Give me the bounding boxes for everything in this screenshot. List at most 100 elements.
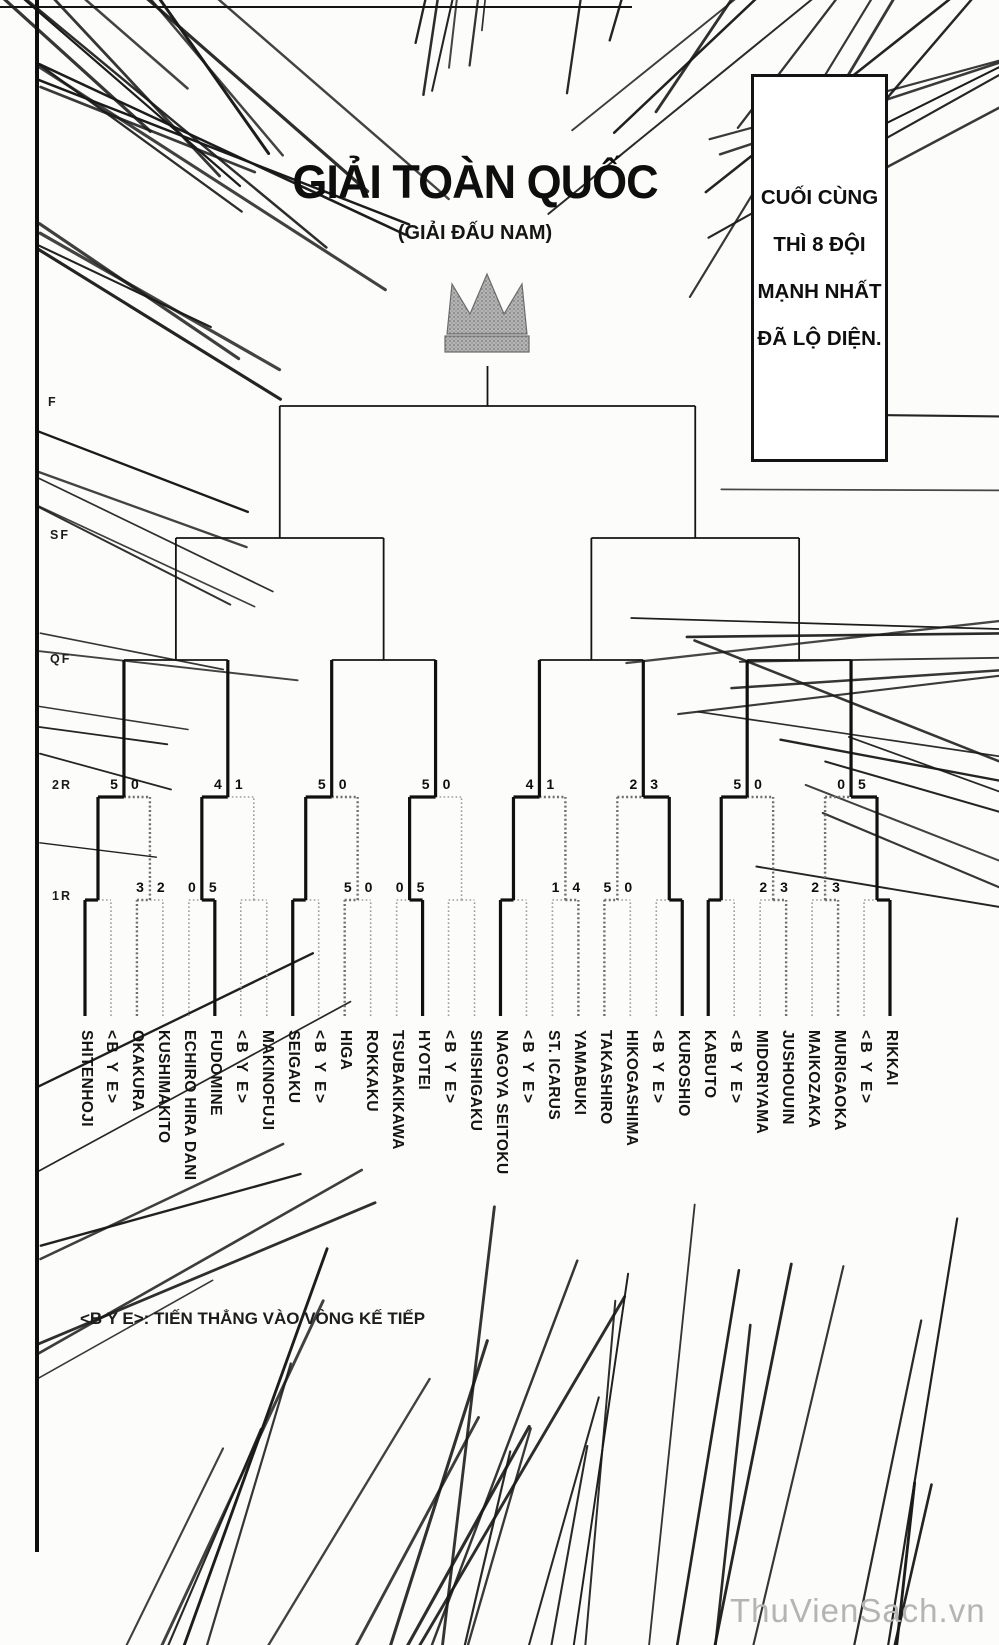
score-label: 0 bbox=[624, 879, 632, 895]
speed-line bbox=[608, 0, 623, 42]
speed-line bbox=[39, 632, 225, 671]
speed-line bbox=[167, 1427, 263, 1645]
score-label: 1 bbox=[546, 776, 554, 792]
score-label: 5 bbox=[110, 776, 118, 792]
team-label: JUSHOUUIN bbox=[778, 1030, 796, 1125]
score-label: 4 bbox=[214, 776, 222, 792]
round-label-final: F bbox=[48, 395, 58, 409]
team-label: KUSHIMAKITO bbox=[155, 1030, 173, 1144]
speed-line bbox=[466, 1427, 532, 1645]
score-label: 2 bbox=[811, 879, 819, 895]
speed-line bbox=[36, 64, 387, 292]
tournament-title: GIẢI TOÀN QUỐC bbox=[292, 154, 658, 209]
speed-line bbox=[547, 0, 813, 215]
speed-line bbox=[38, 1000, 352, 1172]
speed-line bbox=[571, 0, 736, 132]
score-label: 0 bbox=[754, 776, 762, 792]
team-label-bye: <B Y E> bbox=[441, 1030, 459, 1106]
narration-line: CUỐI CÙNG bbox=[760, 185, 879, 209]
team-label: MURIGAOKA bbox=[830, 1030, 848, 1131]
score-label: 5 bbox=[209, 879, 217, 895]
speed-line bbox=[36, 476, 274, 593]
speed-line bbox=[35, 1168, 364, 1356]
speed-line bbox=[755, 865, 999, 908]
speed-line bbox=[146, 0, 370, 194]
score-label: 0 bbox=[443, 776, 451, 792]
speed-line bbox=[38, 726, 169, 746]
team-label: MIDORIYAMA bbox=[752, 1030, 770, 1135]
speed-line bbox=[887, 1217, 959, 1645]
speed-line bbox=[713, 1262, 793, 1645]
speed-line bbox=[779, 738, 999, 782]
team-label: TAKASHIRO bbox=[596, 1030, 614, 1125]
watermark: ThuVienSach.vn bbox=[730, 1592, 986, 1629]
crown-icon bbox=[444, 272, 530, 353]
score-label: 5 bbox=[318, 776, 326, 792]
team-label: RIKKAI bbox=[882, 1030, 900, 1086]
speed-line bbox=[36, 430, 249, 514]
speed-line bbox=[37, 222, 241, 361]
speed-line bbox=[38, 231, 282, 372]
team-label-bye: <B Y E> bbox=[103, 1030, 121, 1106]
speed-line bbox=[720, 488, 999, 492]
score-label: 3 bbox=[832, 879, 840, 895]
speed-line bbox=[853, 1319, 923, 1645]
speed-line bbox=[37, 505, 256, 608]
score-label: 0 bbox=[837, 776, 845, 792]
speed-line bbox=[550, 1444, 589, 1645]
speed-line bbox=[84, 0, 189, 90]
team-label: KUROSHIO bbox=[674, 1030, 692, 1117]
speed-line bbox=[2, 0, 152, 133]
speed-line bbox=[648, 1203, 696, 1645]
score-label: 5 bbox=[858, 776, 866, 792]
team-label: MAKINOFUJI bbox=[259, 1030, 277, 1131]
score-label: 0 bbox=[188, 879, 196, 895]
speed-line bbox=[848, 736, 999, 793]
score-label: 0 bbox=[365, 879, 373, 895]
speed-line bbox=[612, 0, 757, 134]
team-label: SHISHIGAKU bbox=[467, 1030, 485, 1132]
team-label: MAIKOZAKA bbox=[804, 1030, 822, 1129]
speed-line bbox=[37, 705, 189, 731]
speed-line bbox=[625, 619, 999, 665]
round-label-quarterfinal: QF bbox=[50, 652, 72, 666]
tournament-subtitle: (GIẢI ĐẤU NAM) bbox=[397, 222, 553, 244]
speed-line bbox=[468, 0, 480, 67]
speed-line bbox=[25, 0, 328, 249]
score-label: 0 bbox=[339, 776, 347, 792]
score-label: 2 bbox=[759, 879, 767, 895]
speed-line bbox=[37, 470, 248, 549]
speed-line bbox=[39, 1142, 285, 1261]
score-label: 4 bbox=[572, 879, 580, 895]
team-label: HIKOGASHIMA bbox=[622, 1030, 640, 1147]
speed-line bbox=[35, 247, 282, 401]
speed-line bbox=[463, 1450, 512, 1645]
panel-left-border bbox=[35, 0, 39, 1552]
team-label: FUDOMINE bbox=[207, 1030, 225, 1116]
speed-line bbox=[527, 1396, 600, 1645]
score-label: 1 bbox=[235, 776, 243, 792]
team-label-bye: <B Y E> bbox=[856, 1030, 874, 1106]
panel-top-border bbox=[0, 6, 632, 8]
speed-line bbox=[821, 811, 999, 889]
speed-line bbox=[824, 760, 999, 813]
team-label-bye: <B Y E> bbox=[726, 1030, 744, 1106]
speed-line bbox=[38, 650, 299, 682]
score-label: 5 bbox=[344, 879, 352, 895]
speed-line bbox=[481, 0, 486, 32]
speed-line bbox=[752, 1265, 845, 1645]
team-label: HIGA bbox=[337, 1030, 355, 1071]
speed-line bbox=[354, 1416, 480, 1645]
speed-line bbox=[39, 85, 257, 174]
speed-line bbox=[565, 0, 582, 95]
team-label-bye: <B Y E> bbox=[311, 1030, 329, 1106]
speed-line bbox=[430, 1259, 579, 1645]
team-label: NAGOYA SEITOKU bbox=[492, 1030, 510, 1175]
speed-line bbox=[677, 674, 999, 716]
round-label-semifinal: SF bbox=[50, 528, 70, 542]
speed-line bbox=[39, 752, 172, 791]
score-label: 1 bbox=[552, 879, 560, 895]
speed-line bbox=[39, 1172, 302, 1247]
